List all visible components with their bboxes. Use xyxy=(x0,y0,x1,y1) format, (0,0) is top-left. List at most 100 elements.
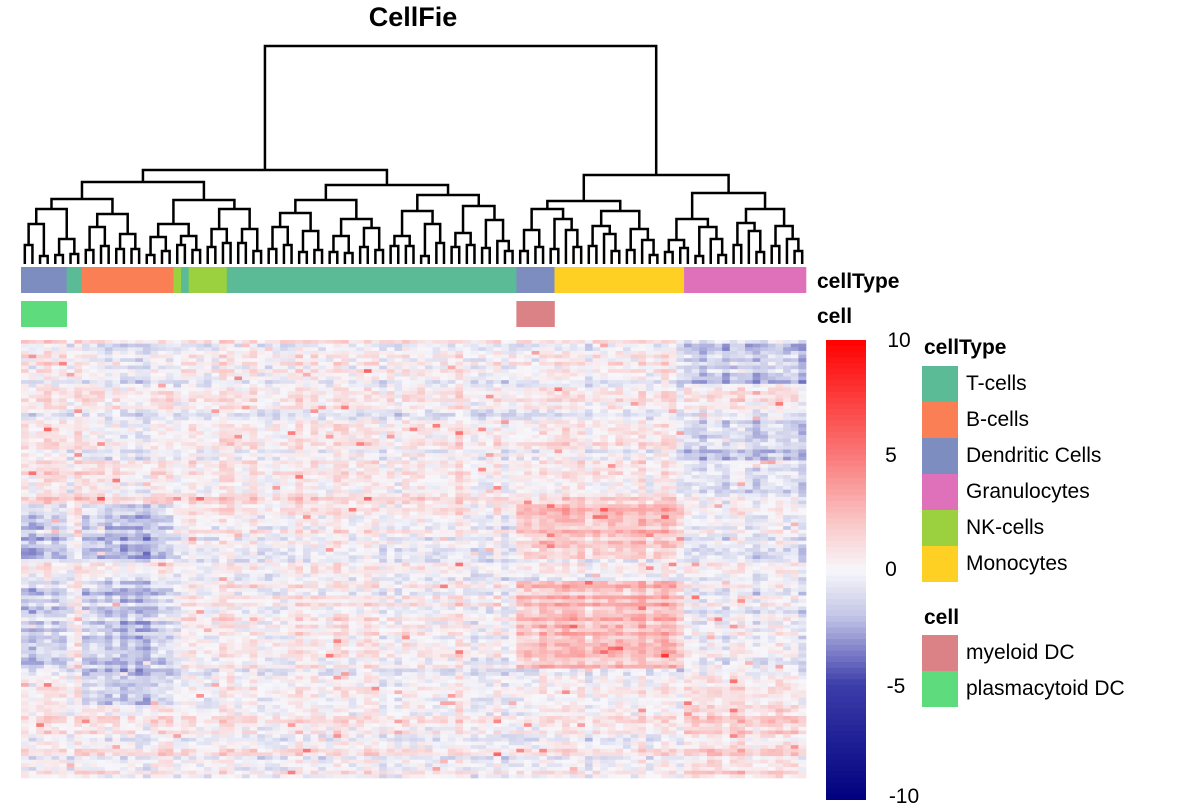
heatmap-cell xyxy=(524,340,532,344)
heatmap-cell xyxy=(584,402,593,407)
heatmap-cell xyxy=(242,456,250,461)
heatmap-cell xyxy=(584,394,593,399)
heatmap-cell xyxy=(386,420,395,425)
heatmap-cell xyxy=(371,460,380,465)
heatmap-cell xyxy=(478,420,487,425)
heatmap-cell xyxy=(28,358,37,363)
heatmap-cell xyxy=(28,427,37,432)
heatmap-cell xyxy=(43,486,52,490)
heatmap-cell xyxy=(767,496,776,501)
heatmap-cell xyxy=(417,482,426,487)
heatmap-cell xyxy=(722,478,731,483)
heatmap-cell xyxy=(43,340,52,344)
heatmap-cell xyxy=(127,475,136,480)
heatmap-cell xyxy=(264,340,273,344)
heatmap-cell xyxy=(28,438,37,443)
heatmap-cell xyxy=(531,347,540,352)
heatmap-cell xyxy=(691,478,700,483)
heatmap-cell xyxy=(74,354,83,359)
dendrogram-link xyxy=(332,234,350,253)
heatmap-cell xyxy=(310,445,319,450)
heatmap-cell xyxy=(36,416,45,421)
heatmap-cell xyxy=(379,456,388,461)
heatmap-cell xyxy=(363,453,372,458)
heatmap-cell xyxy=(661,416,670,421)
heatmap-cell xyxy=(485,405,494,410)
heatmap-cell xyxy=(21,372,29,377)
heatmap-cell xyxy=(242,496,250,501)
heatmap-cell xyxy=(81,445,90,450)
heatmap-cell xyxy=(135,496,144,501)
heatmap-cell xyxy=(226,482,235,487)
heatmap-cell xyxy=(767,486,776,490)
heatmap-cell xyxy=(386,504,395,509)
heatmap-cell xyxy=(638,438,647,443)
heatmap-cell xyxy=(348,394,357,399)
heatmap-cell xyxy=(562,416,571,421)
heatmap-cell xyxy=(432,453,441,458)
heatmap-cell xyxy=(623,350,632,355)
heatmap-cell xyxy=(280,471,289,476)
heatmap-cell xyxy=(379,372,388,377)
heatmap-cell xyxy=(318,423,327,428)
heatmap-cell xyxy=(341,449,350,454)
heatmap-cell xyxy=(531,456,540,461)
heatmap-cell xyxy=(501,376,510,381)
heatmap-cell xyxy=(264,500,273,505)
heatmap-cell xyxy=(264,391,273,396)
heatmap-cell xyxy=(242,423,250,428)
heatmap-cell xyxy=(409,445,418,450)
heatmap-cell xyxy=(325,500,334,505)
heatmap-cell xyxy=(729,504,738,509)
heatmap-cell xyxy=(234,380,243,385)
heatmap-cell xyxy=(158,376,167,381)
dendrogram-link xyxy=(160,249,171,264)
heatmap-cell xyxy=(485,387,494,392)
heatmap-cell xyxy=(310,365,319,370)
heatmap-cell xyxy=(150,500,159,505)
heatmap-cell xyxy=(112,456,121,461)
heatmap-cell xyxy=(371,493,380,498)
heatmap-cell xyxy=(638,489,647,494)
heatmap-cell xyxy=(577,383,586,388)
heatmap-cell xyxy=(691,453,700,458)
heatmap-cell xyxy=(417,358,426,363)
heatmap-cell xyxy=(74,511,83,516)
heatmap-cell xyxy=(302,482,311,487)
heatmap-cell xyxy=(127,504,136,509)
heatmap-cell xyxy=(127,416,136,421)
heatmap-cell xyxy=(478,489,487,494)
heatmap-cell xyxy=(287,456,296,461)
heatmap-cell xyxy=(653,420,662,425)
heatmap-cell xyxy=(447,434,456,439)
heatmap-cell xyxy=(554,504,563,509)
heatmap-cell xyxy=(760,493,769,498)
heatmap-cell xyxy=(432,475,441,480)
heatmap-cell xyxy=(783,460,792,465)
heatmap-cell xyxy=(424,504,433,509)
heatmap-cell xyxy=(211,453,220,458)
heatmap-cell xyxy=(417,365,426,370)
heatmap-cell xyxy=(249,350,258,355)
heatmap-cell xyxy=(51,486,60,490)
heatmap-cell xyxy=(745,427,754,432)
heatmap-cell xyxy=(615,376,624,381)
heatmap-cell xyxy=(577,413,586,417)
heatmap-cell xyxy=(470,504,479,509)
heatmap-cell xyxy=(714,394,723,399)
heatmap-cell xyxy=(630,383,639,388)
heatmap-cell xyxy=(531,416,540,421)
heatmap-cell xyxy=(638,343,647,348)
heatmap-cell xyxy=(745,453,754,458)
heatmap-cell xyxy=(798,402,807,407)
heatmap-cell xyxy=(463,438,472,443)
heatmap-cell xyxy=(51,350,60,355)
heatmap-cell xyxy=(97,475,106,480)
heatmap-cell xyxy=(607,460,616,465)
heatmap-cell xyxy=(767,431,776,436)
heatmap-cell xyxy=(402,394,411,399)
heatmap-cell xyxy=(21,460,29,465)
heatmap-cell xyxy=(562,489,571,494)
heatmap-cell xyxy=(638,340,647,344)
heatmap-cell xyxy=(554,489,563,494)
